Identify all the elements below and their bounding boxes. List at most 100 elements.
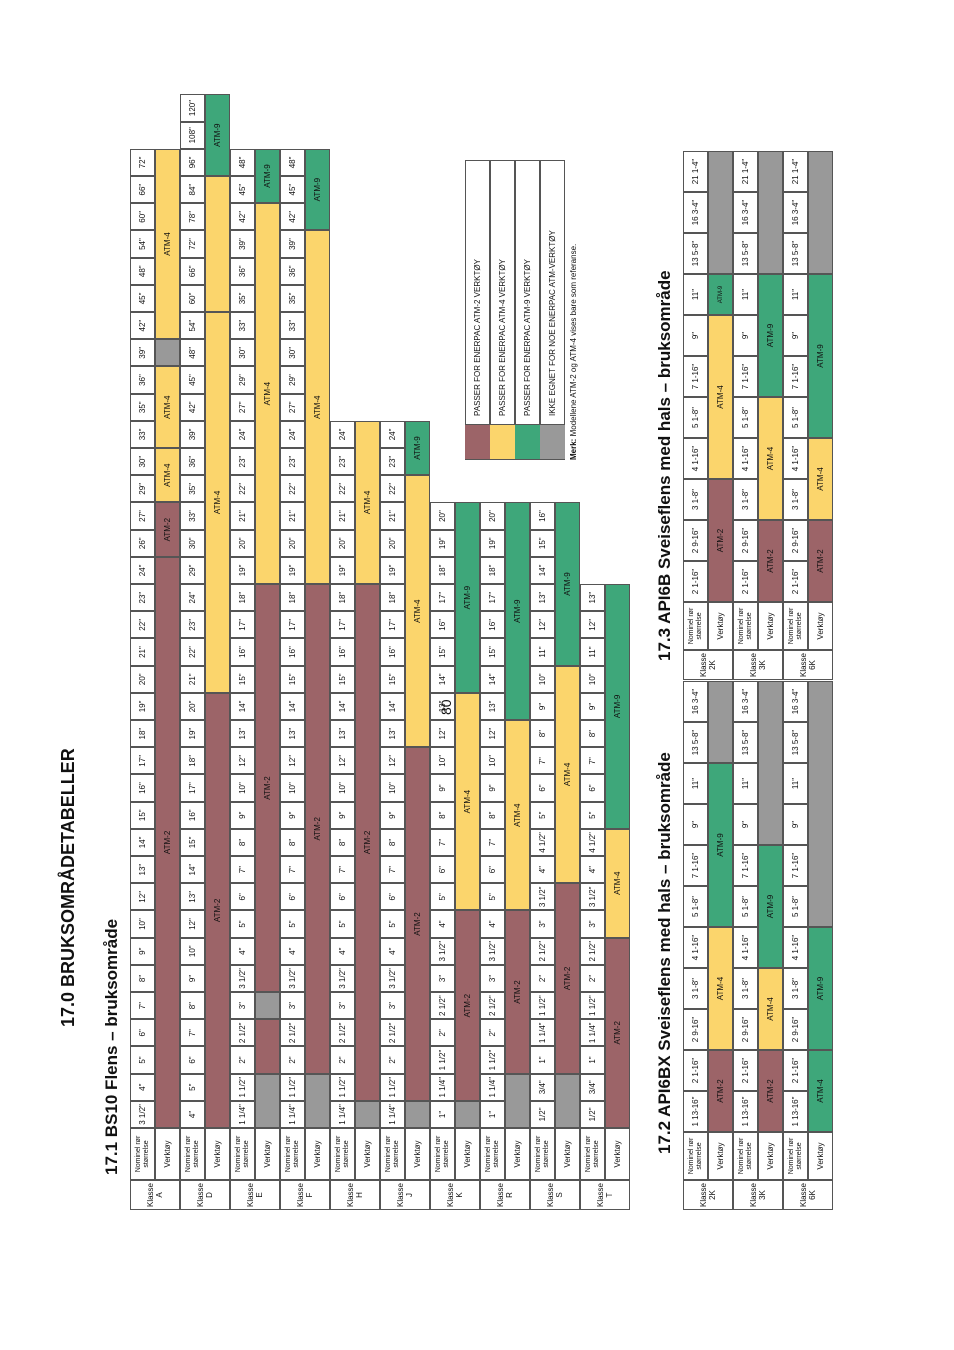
tool-label: Verktøy — [155, 1128, 180, 1180]
size-cell: 3 1/2" — [280, 964, 305, 992]
size-cell: 20" — [130, 665, 155, 693]
size-cell: 23" — [380, 448, 405, 476]
size-cell: 9" — [580, 692, 605, 720]
size-cell: 17" — [330, 611, 355, 639]
nominal-size-label: Nominel rør størrelse — [530, 1128, 555, 1180]
size-cell: 36" — [230, 257, 255, 285]
size-cell: 39" — [230, 230, 255, 258]
tool-range-bar: ATM-2 — [355, 584, 380, 1101]
size-cell: 16" — [330, 638, 355, 666]
legend-label: PASSER FOR ENERPAC ATM-9 VERKTØY — [523, 259, 532, 416]
tool-label: Verktøy — [758, 1132, 783, 1180]
size-cell: 12" — [580, 611, 605, 639]
tool-range-bar — [555, 1073, 580, 1128]
size-cell: 35" — [230, 284, 255, 312]
api6bx-title: 17.2 API6BX Sveiseflens med hals – bruks… — [655, 752, 674, 1154]
size-cell: 120" — [180, 94, 205, 122]
size-cell: 16" — [130, 774, 155, 802]
row-klasse-label: Klasse A — [130, 1180, 180, 1210]
size-cell: 24" — [380, 420, 405, 448]
size-cell: 30" — [130, 448, 155, 476]
size-cell: 2 1-16" — [783, 1050, 808, 1091]
size-cell: 23" — [180, 611, 205, 639]
size-cell: 7 1-16" — [783, 356, 808, 397]
size-cell: 5" — [130, 1046, 155, 1074]
tool-range-bar: ATM-2 — [155, 502, 180, 557]
size-cell: 8" — [280, 828, 305, 856]
size-cell: 1/2" — [580, 1100, 605, 1128]
size-cell: 3/4" — [580, 1073, 605, 1101]
size-cell: 1 1/4" — [380, 1100, 405, 1128]
size-cell: 4" — [180, 1100, 205, 1128]
size-cell: 2 1/2" — [330, 1019, 355, 1047]
size-cell: 2 9-16" — [733, 520, 758, 561]
size-cell: 22" — [130, 611, 155, 639]
size-cell: 8" — [180, 992, 205, 1020]
size-cell: 14" — [430, 665, 455, 693]
size-cell: 11" — [580, 638, 605, 666]
size-cell: 9" — [180, 964, 205, 992]
size-cell: 60" — [130, 203, 155, 231]
tool-range-bar: ATM-2 — [708, 1050, 733, 1132]
legend-note: Merk: Modellene ATM-2 og ATM-4 vises bar… — [569, 244, 578, 460]
tool-range-bar: ATM-2 — [808, 520, 833, 602]
size-cell: 17" — [430, 584, 455, 612]
size-cell: 11" — [683, 763, 708, 804]
size-cell: 20" — [430, 502, 455, 530]
size-cell: 45" — [280, 176, 305, 204]
size-cell: 6" — [330, 883, 355, 911]
size-cell: 1/2" — [530, 1100, 555, 1128]
size-cell: 66" — [130, 176, 155, 204]
tool-range-bar: ATM-2 — [758, 520, 783, 602]
size-cell: 7 1-16" — [733, 356, 758, 397]
size-cell: 7" — [330, 856, 355, 884]
tool-range-bar: ATM-9 — [305, 148, 330, 231]
size-cell: 4 1-16" — [783, 438, 808, 479]
size-cell: 1 1/2" — [580, 992, 605, 1020]
tool-range-bar: ATM-4 — [405, 475, 430, 748]
size-cell: 48" — [180, 339, 205, 367]
size-cell: 13" — [530, 584, 555, 612]
size-cell: 19" — [230, 556, 255, 584]
size-cell: 15" — [180, 828, 205, 856]
size-cell: 30" — [280, 339, 305, 367]
size-cell: 10" — [430, 747, 455, 775]
size-cell: 60" — [180, 284, 205, 312]
size-cell: 33" — [230, 312, 255, 340]
size-cell: 1 1/4" — [330, 1100, 355, 1128]
tool-range-bar: ATM-4 — [605, 828, 630, 938]
size-cell: 10" — [580, 665, 605, 693]
size-cell: 2 1-16" — [733, 561, 758, 602]
size-cell: 4" — [280, 937, 305, 965]
legend-swatch — [465, 424, 490, 459]
size-cell: 10" — [480, 747, 505, 775]
size-cell: 21" — [180, 665, 205, 693]
size-cell: 19" — [280, 556, 305, 584]
size-cell: 13" — [330, 720, 355, 748]
tool-label: Verktøy — [455, 1128, 480, 1180]
size-cell: 5" — [180, 1073, 205, 1101]
size-cell: 10" — [330, 774, 355, 802]
size-cell: 13 5-8" — [683, 233, 708, 274]
size-cell: 33" — [180, 502, 205, 530]
tool-range-bar: ATM-9 — [405, 420, 430, 476]
size-cell: 45" — [230, 176, 255, 204]
size-cell: 2" — [430, 1019, 455, 1047]
size-cell: 19" — [330, 556, 355, 584]
size-cell: 36" — [130, 366, 155, 394]
size-cell: 1 1/2" — [480, 1046, 505, 1074]
size-cell: 9" — [783, 315, 808, 356]
size-cell: 1 1/2" — [530, 992, 555, 1020]
size-cell: 4 1/2" — [530, 828, 555, 856]
size-cell: 3 1/2" — [130, 1100, 155, 1128]
size-cell: 7" — [230, 856, 255, 884]
size-cell: 6" — [180, 1046, 205, 1074]
bs10-title: 17.1 BS10 Flens – bruksområde — [102, 918, 121, 1175]
size-cell: 12" — [230, 747, 255, 775]
size-cell: 8" — [380, 828, 405, 856]
tool-range-bar: ATM-2 — [255, 584, 280, 992]
size-cell: 4" — [330, 937, 355, 965]
size-cell: 72" — [130, 148, 155, 176]
row-klasse-label: Klasse 6K — [783, 650, 833, 680]
legend-item-atm9: PASSER FOR ENERPAC ATM-9 VERKTØY — [515, 160, 540, 460]
